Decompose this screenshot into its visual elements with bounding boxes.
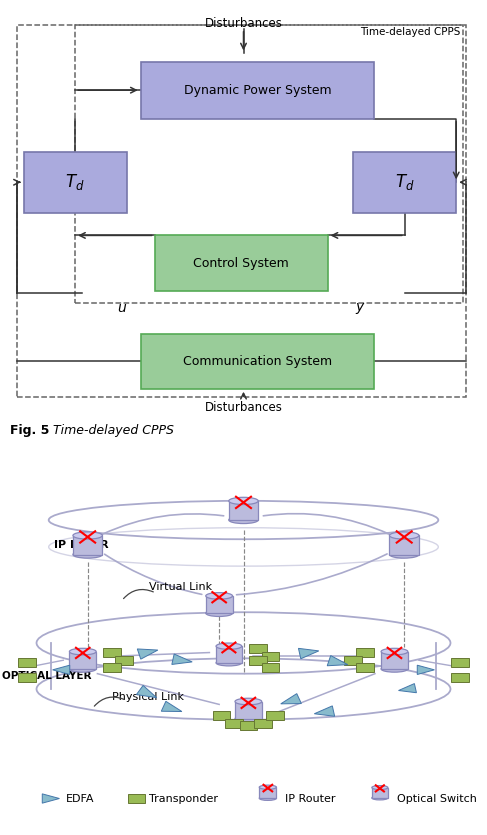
FancyBboxPatch shape [381,651,408,669]
Polygon shape [314,706,335,716]
FancyBboxPatch shape [451,673,469,682]
FancyBboxPatch shape [18,673,36,682]
Ellipse shape [229,498,258,504]
Ellipse shape [372,796,388,800]
Text: Fig. 5: Fig. 5 [10,423,49,437]
Polygon shape [53,665,70,675]
Text: Disturbances: Disturbances [205,401,282,414]
FancyBboxPatch shape [18,658,36,666]
Ellipse shape [70,665,96,672]
Ellipse shape [259,797,277,801]
Text: Dynamic Power System: Dynamic Power System [184,84,331,97]
FancyBboxPatch shape [141,62,375,119]
Text: EDFA: EDFA [66,793,94,803]
FancyBboxPatch shape [115,655,133,665]
FancyBboxPatch shape [356,648,374,657]
FancyBboxPatch shape [390,535,419,554]
FancyBboxPatch shape [259,787,277,798]
FancyBboxPatch shape [266,711,284,721]
Polygon shape [398,684,416,693]
FancyBboxPatch shape [73,535,102,554]
FancyBboxPatch shape [372,787,388,798]
Text: Virtual Link: Virtual Link [149,582,212,592]
Polygon shape [281,694,301,704]
Ellipse shape [235,716,262,722]
Polygon shape [161,701,182,711]
FancyBboxPatch shape [240,721,257,730]
Text: $y$: $y$ [355,301,366,316]
Ellipse shape [259,785,277,789]
Ellipse shape [390,551,419,558]
FancyBboxPatch shape [128,794,145,802]
Polygon shape [136,686,157,698]
FancyBboxPatch shape [235,701,262,719]
Polygon shape [417,665,434,675]
FancyBboxPatch shape [216,646,242,663]
Text: Control System: Control System [193,256,289,270]
FancyBboxPatch shape [155,235,328,291]
Ellipse shape [206,593,233,600]
Text: Transponder: Transponder [149,793,218,803]
Text: Optical Switch: Optical Switch [397,793,477,803]
FancyBboxPatch shape [262,652,279,660]
Ellipse shape [216,643,242,650]
FancyBboxPatch shape [249,655,267,665]
Polygon shape [172,654,192,665]
FancyBboxPatch shape [213,711,230,721]
FancyBboxPatch shape [141,334,375,389]
Ellipse shape [73,532,102,539]
Text: Communication System: Communication System [183,355,332,367]
FancyBboxPatch shape [24,152,127,213]
FancyBboxPatch shape [254,719,272,728]
FancyBboxPatch shape [354,152,456,213]
Ellipse shape [381,665,408,672]
Ellipse shape [390,532,419,539]
FancyBboxPatch shape [249,645,267,653]
Text: OPTICAL LAYER: OPTICAL LAYER [2,671,92,681]
FancyBboxPatch shape [206,596,233,613]
Text: $T_d$: $T_d$ [65,172,85,192]
FancyBboxPatch shape [451,658,469,666]
Text: Time-delayed CPPS: Time-delayed CPPS [53,423,173,437]
FancyBboxPatch shape [103,664,121,672]
Ellipse shape [73,551,102,558]
Polygon shape [42,794,59,803]
Text: IP LAYER: IP LAYER [54,540,108,550]
Text: Physical Link: Physical Link [112,691,184,701]
Ellipse shape [206,610,233,616]
FancyBboxPatch shape [225,719,243,728]
Ellipse shape [372,786,388,790]
Polygon shape [327,655,348,665]
FancyBboxPatch shape [356,664,374,672]
Text: $T_d$: $T_d$ [395,172,414,192]
Ellipse shape [70,648,96,655]
Polygon shape [137,649,158,659]
FancyBboxPatch shape [344,655,362,665]
Text: Time-delayed CPPS: Time-delayed CPPS [360,27,461,37]
Ellipse shape [229,516,258,524]
Ellipse shape [235,698,262,705]
Text: IP Router: IP Router [285,793,336,803]
FancyBboxPatch shape [229,501,258,520]
Text: $u$: $u$ [117,301,127,315]
FancyBboxPatch shape [103,648,121,657]
Text: Disturbances: Disturbances [205,17,282,29]
FancyBboxPatch shape [69,651,96,669]
Ellipse shape [216,660,242,666]
Polygon shape [299,648,319,659]
Ellipse shape [381,648,408,655]
FancyBboxPatch shape [262,664,279,672]
